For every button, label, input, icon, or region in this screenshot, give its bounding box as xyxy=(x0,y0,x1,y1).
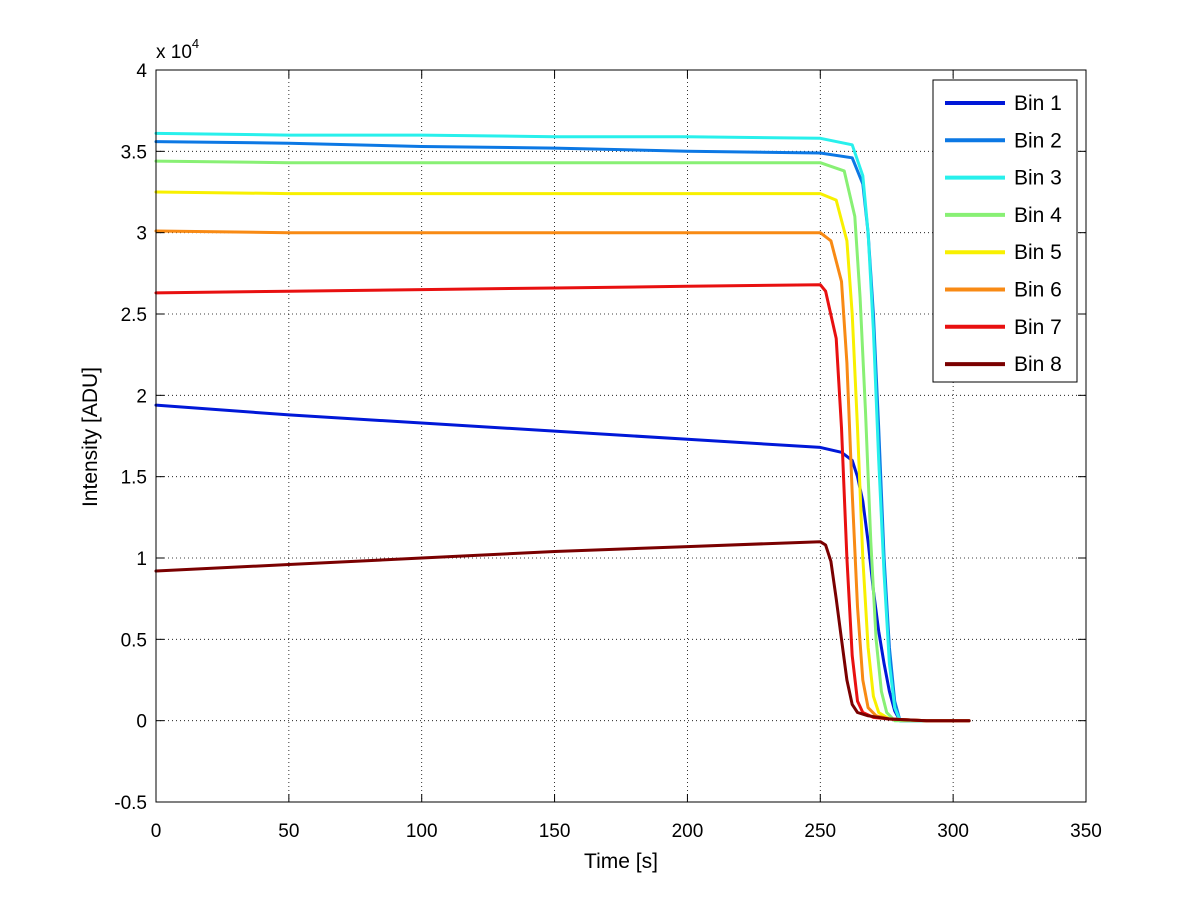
x-tick-label: 0 xyxy=(151,821,162,842)
legend: Bin 1 Bin 2 Bin 3 Bin 4 Bin 5 Bin 6 Bin 7 Bin 8 xyxy=(932,79,1078,383)
legend-label-bin-3: Bin 3 xyxy=(1014,167,1062,190)
x-tick-label: 150 xyxy=(539,821,571,842)
y-tick-label: 0 xyxy=(136,712,147,733)
x-tick-label: 50 xyxy=(278,821,299,842)
series-line-bin-5 xyxy=(154,190,971,723)
y-tick-label: 3.5 xyxy=(121,142,147,163)
x-tick-label: 250 xyxy=(804,821,836,842)
legend-label-bin-7: Bin 7 xyxy=(1014,316,1062,339)
y-tick-label: 2.5 xyxy=(121,305,147,326)
legend-label-bin-2: Bin 2 xyxy=(1014,129,1062,152)
legend-label-bin-1: Bin 1 xyxy=(1014,92,1062,115)
y-axis-label: Intensity [ADU] xyxy=(79,367,102,507)
plot-frame xyxy=(155,69,1087,803)
series-line-bin-3 xyxy=(154,131,971,723)
y-axis-multiplier: x 104 xyxy=(156,36,199,63)
legend-label-bin-8: Bin 8 xyxy=(1014,353,1062,376)
x-tick-label: 350 xyxy=(1070,821,1102,842)
ticks: 0 50 100 150 200 250 300 350-0.500.511.522.533.… xyxy=(114,61,1102,842)
legend-label-bin-5: Bin 5 xyxy=(1014,241,1062,264)
y-tick-label: 0.5 xyxy=(121,630,147,651)
y-axis-multiplier-base: x 10 xyxy=(156,42,192,63)
x-tick-label: 300 xyxy=(937,821,969,842)
legend-label-bin-6: Bin 6 xyxy=(1014,279,1062,302)
y-tick-label: -0.5 xyxy=(114,793,147,814)
legend-box xyxy=(932,79,1078,383)
series-line-bin-4 xyxy=(154,159,971,723)
y-tick-label: 3 xyxy=(136,224,147,245)
x-tick-label: 200 xyxy=(672,821,704,842)
series-layer xyxy=(154,131,971,723)
series-line-bin-8 xyxy=(154,540,971,723)
legend-label-bin-4: Bin 4 xyxy=(1014,204,1062,227)
x-axis-label: Time [s] xyxy=(584,850,658,873)
y-tick-label: 1 xyxy=(136,549,147,570)
y-tick-label: 1.5 xyxy=(121,468,147,489)
y-tick-label: 4 xyxy=(136,61,147,82)
y-tick-label: 2 xyxy=(136,386,147,407)
x-tick-label: 100 xyxy=(406,821,438,842)
y-axis-multiplier-exponent: 4 xyxy=(192,36,199,51)
